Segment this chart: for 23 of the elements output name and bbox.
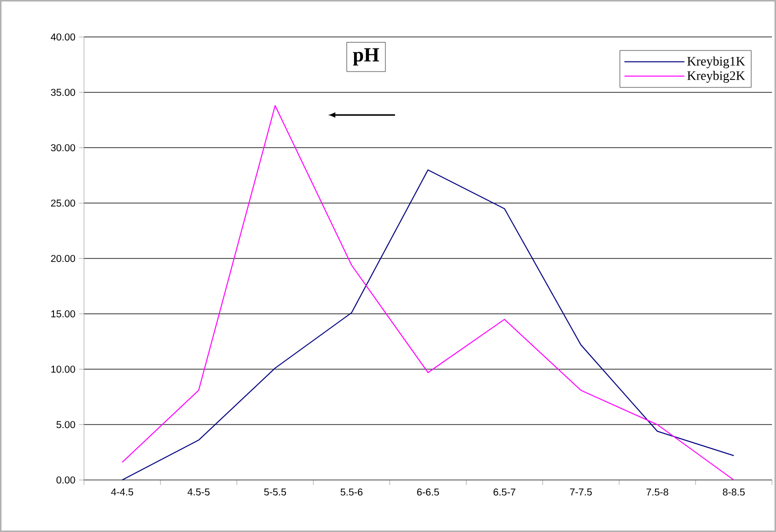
y-tick-label: 25.00: [51, 200, 76, 207]
x-tick-label: 4-4.5: [111, 488, 134, 496]
y-tick-label: 40.00: [50, 33, 76, 41]
x-tick-label: 4.5-5: [188, 488, 210, 496]
text: pH: [353, 48, 380, 66]
x-tick-label: 7.5-8: [646, 488, 668, 496]
x-tick-label: 6-6.5: [417, 488, 439, 496]
y-tick-label: 20.00: [51, 254, 76, 262]
legend-label: Kreybig1K: [687, 56, 746, 68]
x-tick-label: 7-7.5: [570, 488, 592, 496]
x-tick-label: 8-8.5: [722, 488, 745, 496]
y-tick-label: 10.00: [51, 366, 76, 373]
y-tick-label: 15.00: [51, 310, 76, 318]
line-series: [122, 169, 734, 480]
x-tick-label: 6.5-7: [494, 488, 516, 496]
y-tick-label: 5.00: [56, 421, 76, 428]
y-tick-label: 0.00: [56, 476, 76, 484]
x-tick-label: 5-5.5: [264, 488, 286, 496]
y-tick-label: 30.00: [50, 144, 76, 152]
x-tick-label: 5.5-6: [340, 488, 362, 496]
legend-label: Kreybig2K: [687, 70, 746, 83]
line-series: [122, 105, 734, 480]
y-tick-label: 35.00: [50, 88, 76, 96]
